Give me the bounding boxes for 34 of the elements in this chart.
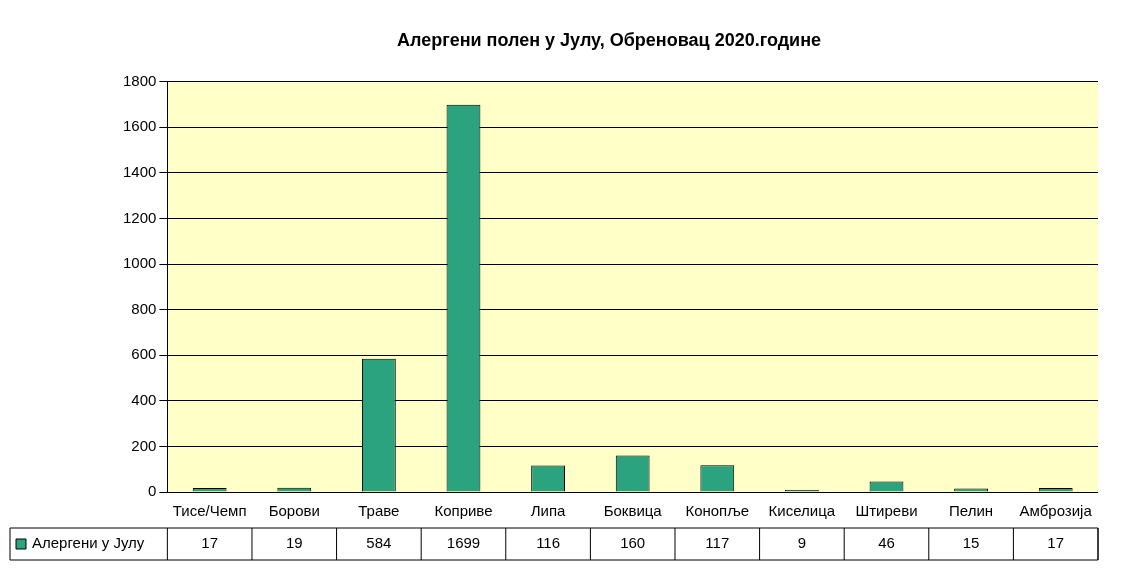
x-tick-label: Тисе/Чемп [172,502,247,520]
x-tick-label: Амброзија [1019,502,1093,520]
x-tick-label: Штиреви [855,502,918,520]
data-label: 1699 [446,534,481,552]
y-tick-label: 1800 [122,71,157,89]
y-tick-label: 400 [131,390,157,408]
data-label: 19 [285,534,303,552]
y-tick-label: 1600 [122,117,157,135]
x-tick-label: Коприве [434,502,493,520]
data-label: 9 [797,534,807,552]
y-tick-label: 600 [131,345,157,363]
data-label: 17 [201,534,219,552]
y-tick-label: 800 [131,299,157,317]
legend-label: Алергени у Јулу [32,534,145,552]
x-tick-label: Траве [358,502,400,520]
x-tick-label: Киселица [768,502,836,520]
x-tick-label: Пелин [949,502,994,520]
data-label: 160 [620,534,646,552]
y-tick-label: 1200 [122,208,157,226]
x-tick-label: Липа [530,502,567,520]
data-label: 46 [878,534,895,552]
x-tick-label: Конопље [685,502,750,520]
data-label: 17 [1047,534,1065,552]
y-tick-label: 1400 [122,162,157,180]
data-label: 117 [705,534,730,552]
x-tick-label: Борови [268,502,320,520]
data-label: 15 [962,534,980,552]
chart-title: Алергени полен у Јулу, Обреновац 2020.године [396,29,822,50]
y-tick-label: 200 [131,436,157,454]
y-tick-label: 1000 [122,254,157,272]
data-label: 116 [536,534,561,552]
x-tick-label: Боквица [603,502,663,520]
y-tick-label: 0 [148,482,157,500]
data-label: 584 [366,534,392,552]
